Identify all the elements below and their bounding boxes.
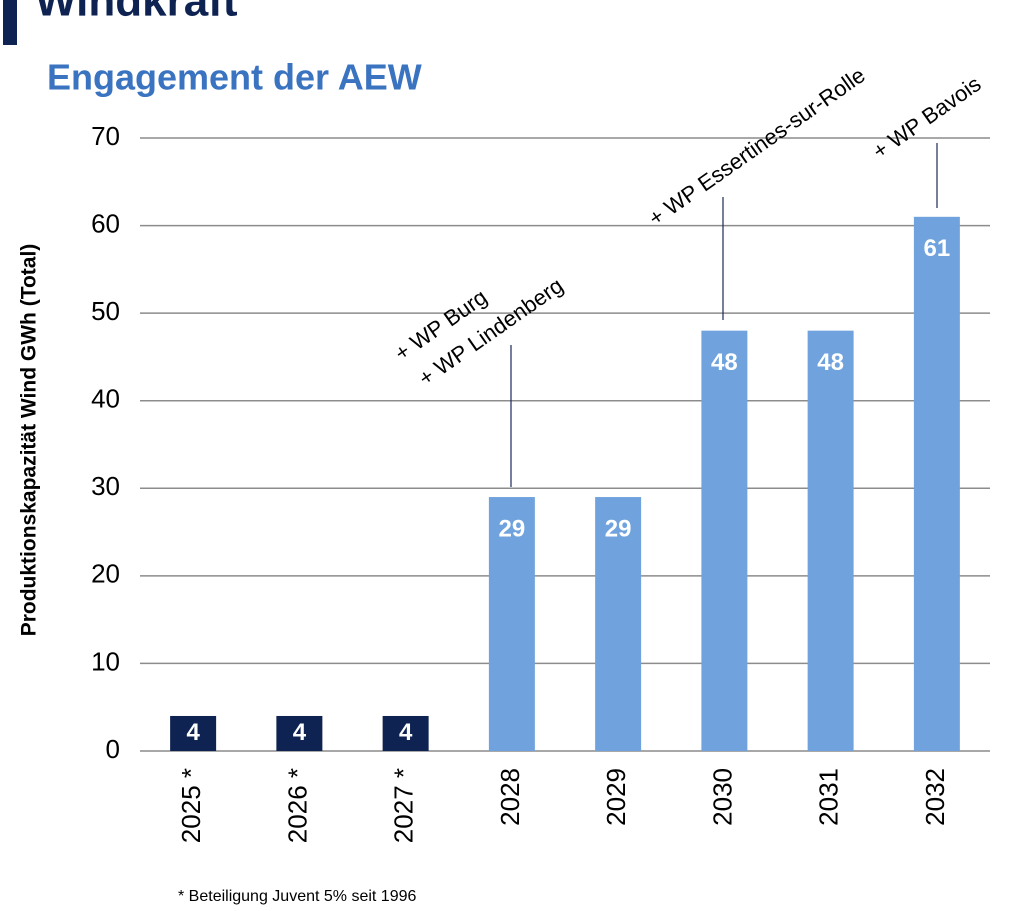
x-tick-label: 2027 * xyxy=(389,768,419,843)
y-tick-label: 30 xyxy=(91,471,120,501)
data-label: 4 xyxy=(399,719,413,746)
bar xyxy=(807,330,854,751)
data-label: 29 xyxy=(605,515,632,542)
data-label: 48 xyxy=(817,349,844,376)
x-tick-label: 2028 xyxy=(495,768,525,826)
bar xyxy=(488,497,535,751)
data-label: 4 xyxy=(293,719,307,746)
data-label: 29 xyxy=(499,515,526,542)
x-tick-label: 2031 xyxy=(814,768,844,826)
x-tick-label: 2032 xyxy=(920,768,950,826)
data-label: 61 xyxy=(924,235,951,262)
x-tick-label: 2029 xyxy=(601,768,631,826)
y-tick-label: 60 xyxy=(91,208,120,238)
footnote: * Beteiligung Juvent 5% seit 1996 xyxy=(178,888,416,905)
x-tick-label: 2026 * xyxy=(282,768,312,843)
y-tick-label: 40 xyxy=(91,384,120,414)
bar xyxy=(595,497,642,751)
title-marker xyxy=(3,0,17,45)
y-axis-label: Produktionskapazität Wind GWh (Total) xyxy=(18,244,41,637)
annotation: + WP Bavois xyxy=(868,71,986,164)
y-tick-label: 10 xyxy=(91,646,120,676)
x-tick-label: 2025 * xyxy=(176,768,206,843)
bar xyxy=(170,715,217,751)
bar xyxy=(382,715,429,751)
bar xyxy=(701,330,748,751)
y-tick-label: 20 xyxy=(91,559,120,589)
y-tick-label: 70 xyxy=(91,121,120,151)
bar xyxy=(276,715,323,751)
chart-subtitle: Engagement der AEW xyxy=(47,57,422,98)
y-tick-label: 0 xyxy=(106,734,120,764)
data-label: 48 xyxy=(711,349,738,376)
bar xyxy=(913,216,960,752)
x-tick-label: 2030 xyxy=(707,768,737,826)
data-label: 4 xyxy=(186,719,200,746)
chart-title: Windkraft xyxy=(35,0,238,26)
annotation: + WP Essertines-sur-Rolle xyxy=(644,62,870,231)
y-tick-label: 50 xyxy=(91,296,120,326)
